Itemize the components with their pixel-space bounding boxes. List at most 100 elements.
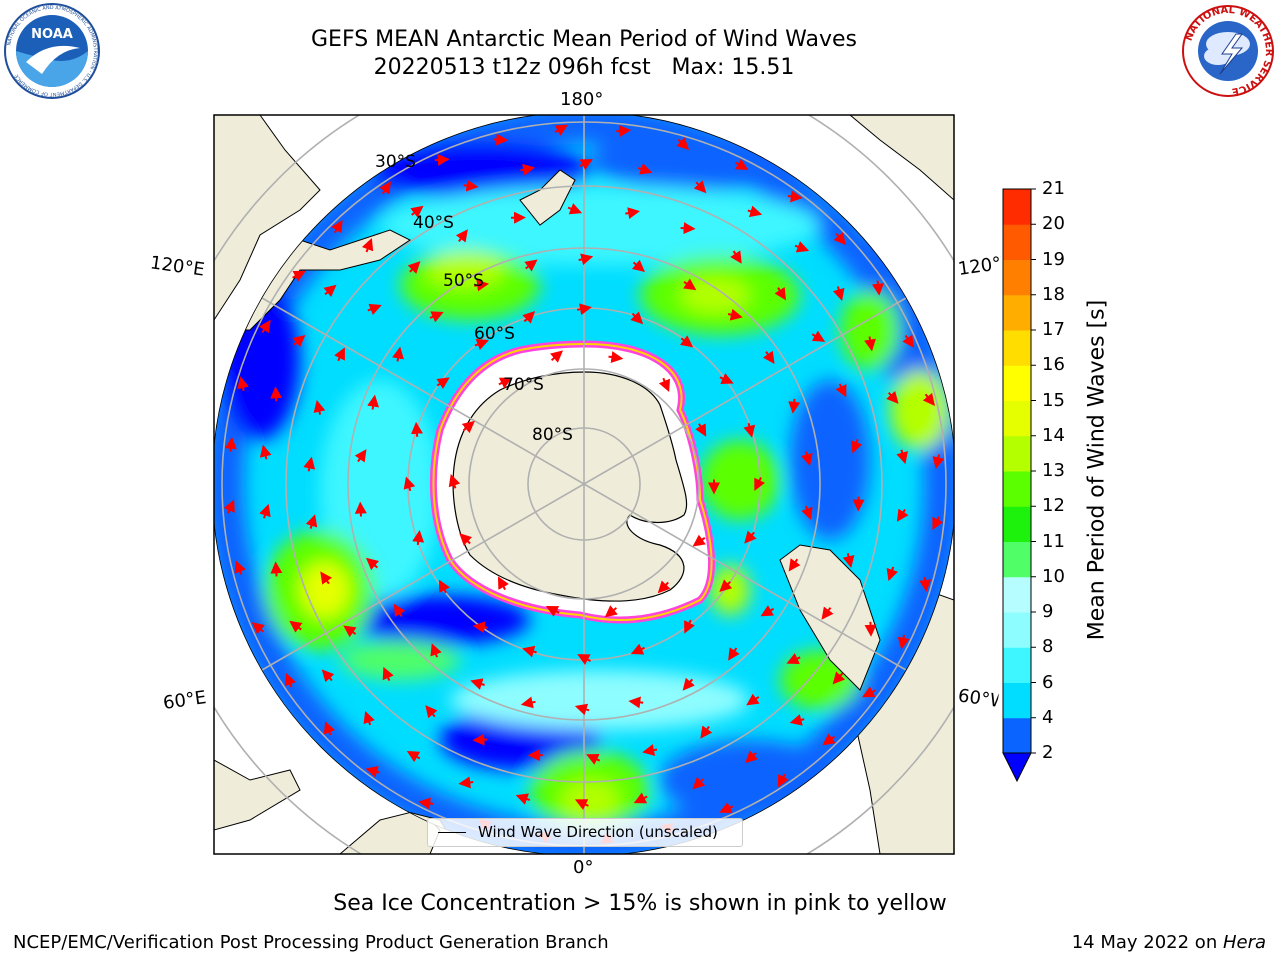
- wave-direction-arrow: [608, 351, 624, 363]
- wave-direction-arrow: [902, 334, 915, 348]
- wave-direction-arrow: [633, 792, 648, 804]
- wave-direction-arrow: [794, 241, 810, 253]
- wave-direction-arrow: [365, 557, 379, 571]
- wave-direction-arrow: [835, 383, 847, 398]
- wave-direction-arrow: [550, 350, 564, 363]
- wave-direction-arrow: [425, 705, 438, 719]
- wave-direction-arrow: [436, 377, 450, 390]
- wave-direction-arrow: [616, 125, 632, 138]
- wave-direction-arrow: [270, 561, 283, 577]
- wave-direction-arrow: [361, 237, 374, 253]
- wave-direction-arrow: [719, 579, 733, 592]
- noaa-logo-text: NOAA: [31, 27, 73, 42]
- wave-direction-arrow: [459, 533, 473, 546]
- wave-direction-arrow: [822, 733, 836, 746]
- wave-direction-arrow: [321, 669, 335, 683]
- colorbar-bin: [1003, 576, 1031, 613]
- wave-direction-arrow: [524, 259, 538, 272]
- wave-direction-arrow: [284, 672, 297, 688]
- colorbar-bin: [1003, 506, 1031, 542]
- lat-label-30s: 30°S: [375, 152, 416, 172]
- wave-direction-arrow: [576, 303, 592, 316]
- wave-direction-arrow: [520, 696, 536, 709]
- wave-direction-arrow: [747, 205, 763, 218]
- wave-direction-arrow: [695, 423, 707, 437]
- wave-direction-arrow: [787, 190, 803, 203]
- wave-direction-arrow: [692, 776, 706, 790]
- wave-direction-arrow: [392, 346, 404, 362]
- wave-direction-arrow: [303, 456, 316, 472]
- wave-direction-arrow: [448, 473, 461, 489]
- wave-direction-arrow: [292, 270, 306, 282]
- wave-direction-arrow: [871, 280, 884, 296]
- colorbar-bin: [1003, 259, 1031, 296]
- wave-direction-arrow: [493, 133, 509, 146]
- wave-direction-arrow: [774, 287, 787, 301]
- wave-direction-arrow: [223, 499, 235, 514]
- wave-direction-arrow: [754, 477, 766, 491]
- lat-label-60s: 60°S: [474, 324, 515, 344]
- colorbar-bin: [1003, 717, 1031, 754]
- wave-direction-arrow: [744, 530, 757, 544]
- noaa-logo: NOAA NATIONAL OCEANIC AND ATMOSPHERIC AD…: [4, 3, 100, 99]
- wave-direction-arrow: [259, 444, 272, 460]
- wave-direction-arrow: [418, 797, 434, 810]
- wave-direction-arrow: [786, 653, 801, 665]
- wave-direction-arrow: [897, 634, 910, 650]
- wave-direction-arrow: [833, 232, 846, 246]
- wave-direction-arrow: [554, 124, 569, 136]
- wave-direction-arrow: [682, 677, 695, 691]
- lon-label-0: 0°: [573, 857, 594, 878]
- wave-direction-arrow: [684, 619, 695, 634]
- wave-direction-arrow: [259, 503, 271, 519]
- wave-direction-arrow: [788, 398, 801, 414]
- wave-direction-arrow: [586, 753, 601, 765]
- sea-ice-note: Sea Ice Concentration > 15% is shown in …: [333, 891, 947, 916]
- wave-direction-arrow: [463, 179, 479, 192]
- colorbar-tick-label: 17: [1042, 319, 1065, 340]
- wave-direction-arrow: [367, 394, 379, 410]
- wave-direction-arrow: [331, 219, 343, 234]
- wave-direction-arrow: [864, 336, 876, 352]
- footer-machine: Hera: [1222, 932, 1266, 953]
- wave-direction-arrow: [700, 725, 713, 739]
- wave-direction-arrow: [474, 279, 490, 292]
- wave-direction-arrow: [743, 422, 756, 438]
- wave-direction-arrow: [379, 181, 391, 195]
- colorbar-tick-label: 20: [1042, 213, 1065, 235]
- wave-direction-arrow: [842, 553, 855, 569]
- wave-direction-arrow: [630, 311, 644, 325]
- wave-direction-arrow: [896, 508, 909, 522]
- wave-direction-arrow: [932, 454, 945, 470]
- colorbar-bin: [1003, 612, 1031, 648]
- wave-direction-arrow: [434, 153, 450, 166]
- wave-direction-arrow: [497, 576, 509, 591]
- wave-direction-arrows: [223, 124, 945, 844]
- wave-direction-arrow: [520, 163, 536, 176]
- wave-direction-arrow: [727, 308, 743, 321]
- wave-direction-arrow: [393, 603, 406, 618]
- lat-label-80s: 80°S: [532, 425, 573, 445]
- wave-direction-arrow: [777, 773, 789, 788]
- nws-logo: NATIONAL WEATHER SERVICE: [1182, 5, 1274, 97]
- colorbar-bin: [1003, 471, 1031, 507]
- wave-direction-arrow: [334, 347, 345, 362]
- map-frame-content: [214, 115, 954, 854]
- wave-direction-arrow: [676, 137, 690, 150]
- wave-period-field: [214, 115, 954, 854]
- colorbar-tick-label: 9: [1042, 601, 1054, 622]
- legend-label: Wind Wave Direction (unscaled): [478, 823, 718, 841]
- wave-direction-arrow: [545, 605, 560, 617]
- wave-direction-arrow: [574, 703, 590, 716]
- colorbar-bin: [1003, 224, 1031, 260]
- lat-label-50s: 50°S: [443, 271, 484, 291]
- wave-direction-arrow: [922, 392, 935, 406]
- colorbar-bin: [1003, 541, 1031, 578]
- wave-direction-arrow: [693, 180, 707, 194]
- wave-direction-arrow: [430, 643, 442, 658]
- wave-direction-arrow: [429, 311, 444, 323]
- wave-direction-arrow: [745, 750, 758, 764]
- wave-direction-arrow: [760, 605, 775, 617]
- wave-direction-arrow: [406, 751, 421, 763]
